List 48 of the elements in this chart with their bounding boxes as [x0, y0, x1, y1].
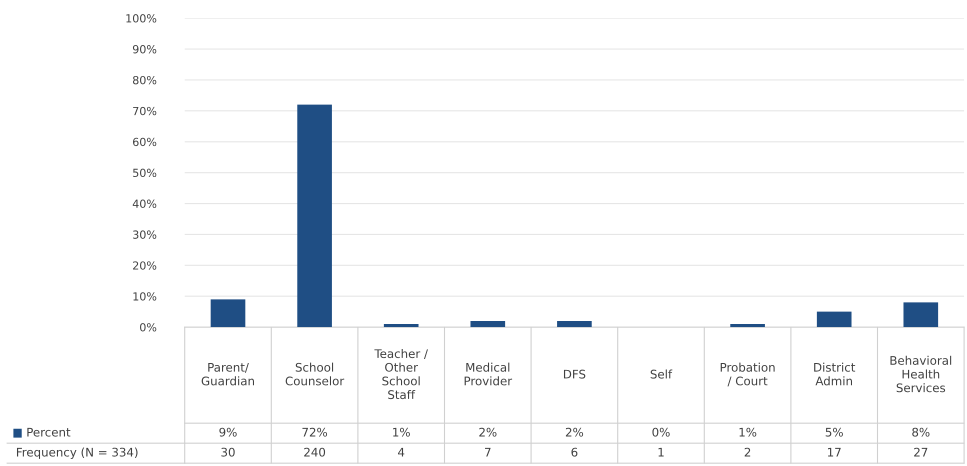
x-tick-label: Self [650, 369, 672, 379]
x-tick-label: Medical Provider [464, 362, 512, 386]
y-tick-label: 0% [140, 323, 156, 332]
x-tick-label: DFS [564, 370, 586, 379]
bar [470, 320, 506, 328]
bar [297, 104, 332, 328]
bar [816, 312, 852, 328]
y-tick-label: 30% [133, 230, 156, 239]
bar [384, 324, 419, 328]
x-tick-label: Parent/ Guardian [202, 362, 254, 386]
data-label: 72% [302, 428, 328, 437]
y-tick-label: 90% [132, 45, 156, 54]
data-label: 5% [826, 428, 843, 437]
data-label: 1% [393, 428, 410, 437]
x-tick-label: Behavioral Health Services [890, 356, 952, 392]
text: 7 [485, 448, 491, 456]
bar [903, 302, 938, 328]
text: 4 [398, 448, 404, 456]
text: 1 [658, 448, 664, 456]
y-tick-label: 40% [132, 200, 156, 208]
text: 30 [221, 448, 235, 457]
y-tick-label: 20% [133, 261, 156, 270]
bar [730, 324, 765, 328]
bar [210, 299, 246, 328]
x-tick-label: Teacher / Other School Staff [374, 348, 428, 400]
x-tick-label: Probation / Court [720, 362, 775, 386]
text: 240 [304, 448, 326, 457]
y-tick-label: 50% [133, 168, 156, 178]
data-label: 0% [652, 428, 670, 437]
y-tick-label: 80% [132, 76, 156, 84]
y-tick-label: 100% [126, 14, 156, 23]
data-label: 2% [566, 428, 584, 437]
x-tick-label: School Counselor [286, 362, 344, 386]
y-tick-label: 10% [133, 292, 156, 301]
data-label: 1% [740, 428, 756, 437]
text: 2 [744, 448, 750, 456]
data-label: 2% [479, 428, 497, 437]
text: 17 [828, 448, 841, 456]
text: 6 [571, 448, 578, 457]
bar [557, 320, 592, 328]
data-label: 9% [219, 428, 237, 437]
y-tick-label: 70% [133, 106, 156, 116]
y-tick-label: 60% [133, 138, 156, 146]
data-label: 8% [912, 428, 930, 437]
text: Frequency (N = 334) [16, 448, 138, 459]
legend-label: Percent [27, 428, 70, 437]
x-tick-label: District Admin [814, 362, 856, 386]
text: 27 [914, 448, 928, 456]
